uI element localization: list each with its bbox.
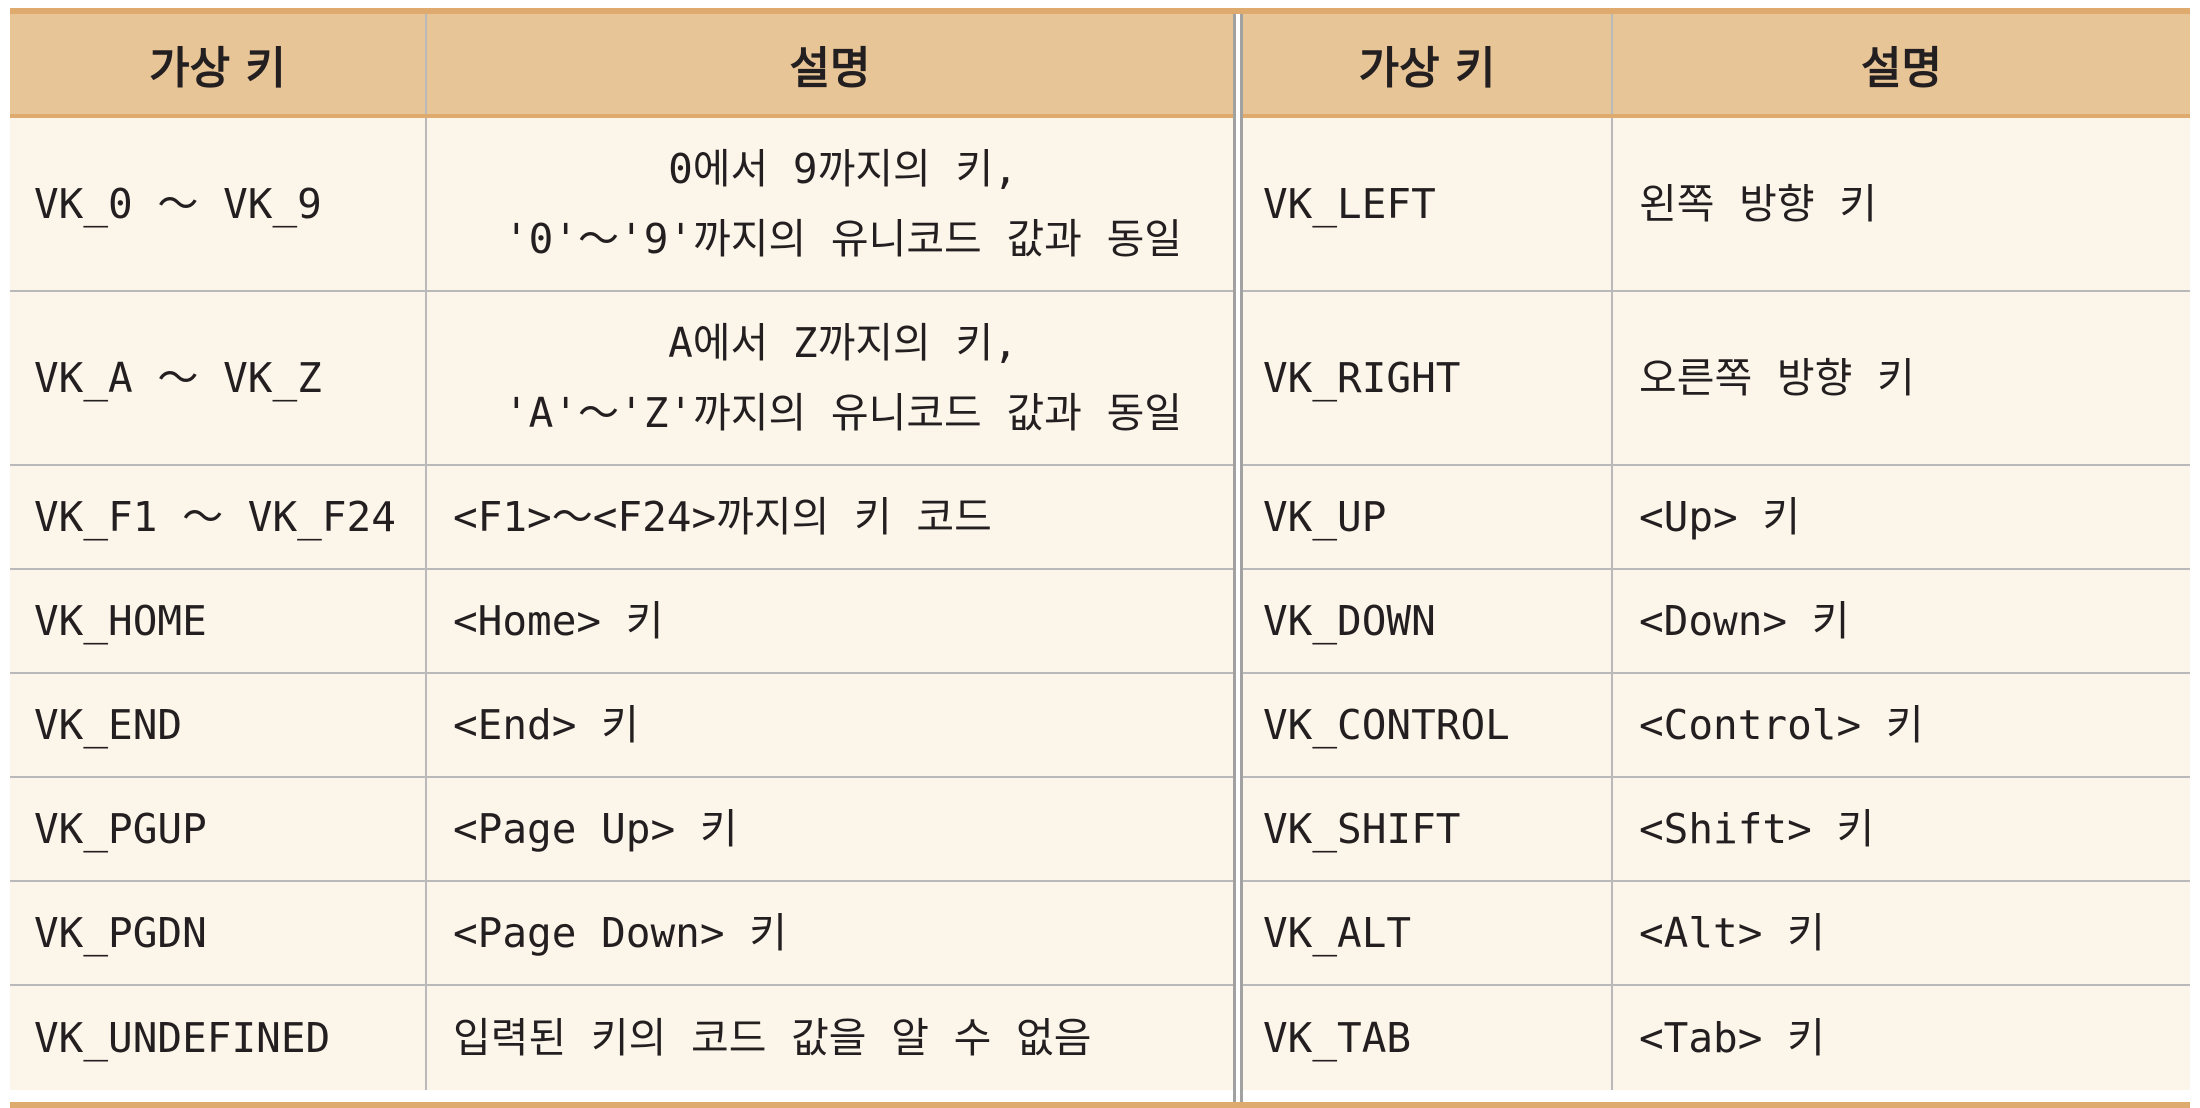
table-row: VK_CONTROL <Control> 키: [1243, 674, 2190, 778]
virtual-key-cell: VK_HOME: [34, 597, 207, 645]
header-description: 설명: [425, 14, 1233, 114]
table-row: VK_0 ～ VK_9 0에서 9까지의 키, '0'～'9'까지의 유니코드 …: [10, 118, 1233, 292]
table-row: VK_DOWN <Down> 키: [1243, 570, 2190, 674]
description-cell: <F1>～<F24>까지의 키 코드: [425, 466, 1233, 568]
table-row: VK_ALT <Alt> 키: [1243, 882, 2190, 986]
description-cell: 왼쪽 방향 키: [1611, 118, 2190, 290]
virtual-key-cell: VK_F1 ～ VK_F24: [34, 493, 396, 541]
virtual-key-cell: VK_PGUP: [34, 805, 207, 853]
table-row: VK_PGUP <Page Up> 키: [10, 778, 1233, 882]
virtual-key-cell: VK_PGDN: [34, 909, 207, 957]
table-row: VK_UNDEFINED 입력된 키의 코드 값을 알 수 없음: [10, 986, 1233, 1090]
description-cell: 입력된 키의 코드 값을 알 수 없음: [425, 986, 1233, 1090]
description-line: A에서 Z까지의 키,: [668, 319, 1018, 367]
header-description: 설명: [1611, 14, 2190, 114]
description-cell: <Page Down> 키: [425, 882, 1233, 984]
table-row: VK_HOME <Home> 키: [10, 570, 1233, 674]
description-cell: <Up> 키: [1611, 466, 2190, 568]
column-group-divider: [1233, 14, 1243, 1102]
table-row: VK_RIGHT 오른쪽 방향 키: [1243, 292, 2190, 466]
virtual-key-cell: VK_UNDEFINED: [34, 1014, 331, 1062]
description-cell: <Home> 키: [425, 570, 1233, 672]
description-cell: <Tab> 키: [1611, 986, 2190, 1090]
table-row: VK_UP <Up> 키: [1243, 466, 2190, 570]
description-cell: <Page Up> 키: [425, 778, 1233, 880]
description-cell: A에서 Z까지의 키, 'A'～'Z'까지의 유니코드 값과 동일: [425, 292, 1233, 464]
virtual-key-cell: VK_UP: [1263, 493, 1387, 541]
description-cell: <Control> 키: [1611, 674, 2190, 776]
virtual-key-cell: VK_RIGHT: [1263, 354, 1461, 402]
table-row: VK_PGDN <Page Down> 키: [10, 882, 1233, 986]
description-cell: <End> 키: [425, 674, 1233, 776]
table-row: VK_TAB <Tab> 키: [1243, 986, 2190, 1090]
description-cell: <Shift> 키: [1611, 778, 2190, 880]
table-right-half: 가상 키 설명 VK_LEFT 왼쪽 방향 키 VK_RIGHT 오른쪽 방향 …: [1243, 14, 2190, 1102]
table-row: VK_F1 ～ VK_F24 <F1>～<F24>까지의 키 코드: [10, 466, 1233, 570]
description-line: 'A'～'Z'까지의 유니코드 값과 동일: [503, 389, 1183, 437]
table-header-row: 가상 키 설명: [10, 14, 1233, 118]
table-row: VK_END <End> 키: [10, 674, 1233, 778]
virtual-key-cell: VK_TAB: [1263, 1014, 1412, 1062]
description-cell: <Down> 키: [1611, 570, 2190, 672]
table-header-row: 가상 키 설명: [1243, 14, 2190, 118]
header-virtual-key: 가상 키: [1358, 43, 1496, 94]
virtual-key-cell: VK_SHIFT: [1263, 805, 1461, 853]
virtual-key-cell: VK_END: [34, 701, 183, 749]
description-cell: 오른쪽 방향 키: [1611, 292, 2190, 464]
virtual-key-cell: VK_0 ～ VK_9: [34, 180, 322, 228]
virtual-key-cell: VK_DOWN: [1263, 597, 1436, 645]
table-row: VK_A ～ VK_Z A에서 Z까지의 키, 'A'～'Z'까지의 유니코드 …: [10, 292, 1233, 466]
virtual-key-table: 가상 키 설명 VK_0 ～ VK_9 0에서 9까지의 키, '0'～'9'까…: [10, 8, 2190, 1108]
description-line: 0에서 9까지의 키,: [668, 145, 1018, 193]
virtual-key-cell: VK_ALT: [1263, 909, 1412, 957]
virtual-key-cell: VK_LEFT: [1263, 180, 1436, 228]
description-cell: <Alt> 키: [1611, 882, 2190, 984]
table-row: VK_LEFT 왼쪽 방향 키: [1243, 118, 2190, 292]
header-virtual-key: 가상 키: [149, 43, 286, 94]
virtual-key-cell: VK_A ～ VK_Z: [34, 354, 322, 402]
table-row: VK_SHIFT <Shift> 키: [1243, 778, 2190, 882]
description-line: '0'～'9'까지의 유니코드 값과 동일: [503, 215, 1183, 263]
description-cell: 0에서 9까지의 키, '0'～'9'까지의 유니코드 값과 동일: [425, 118, 1233, 290]
table-left-half: 가상 키 설명 VK_0 ～ VK_9 0에서 9까지의 키, '0'～'9'까…: [10, 14, 1233, 1102]
virtual-key-cell: VK_CONTROL: [1263, 701, 1510, 749]
